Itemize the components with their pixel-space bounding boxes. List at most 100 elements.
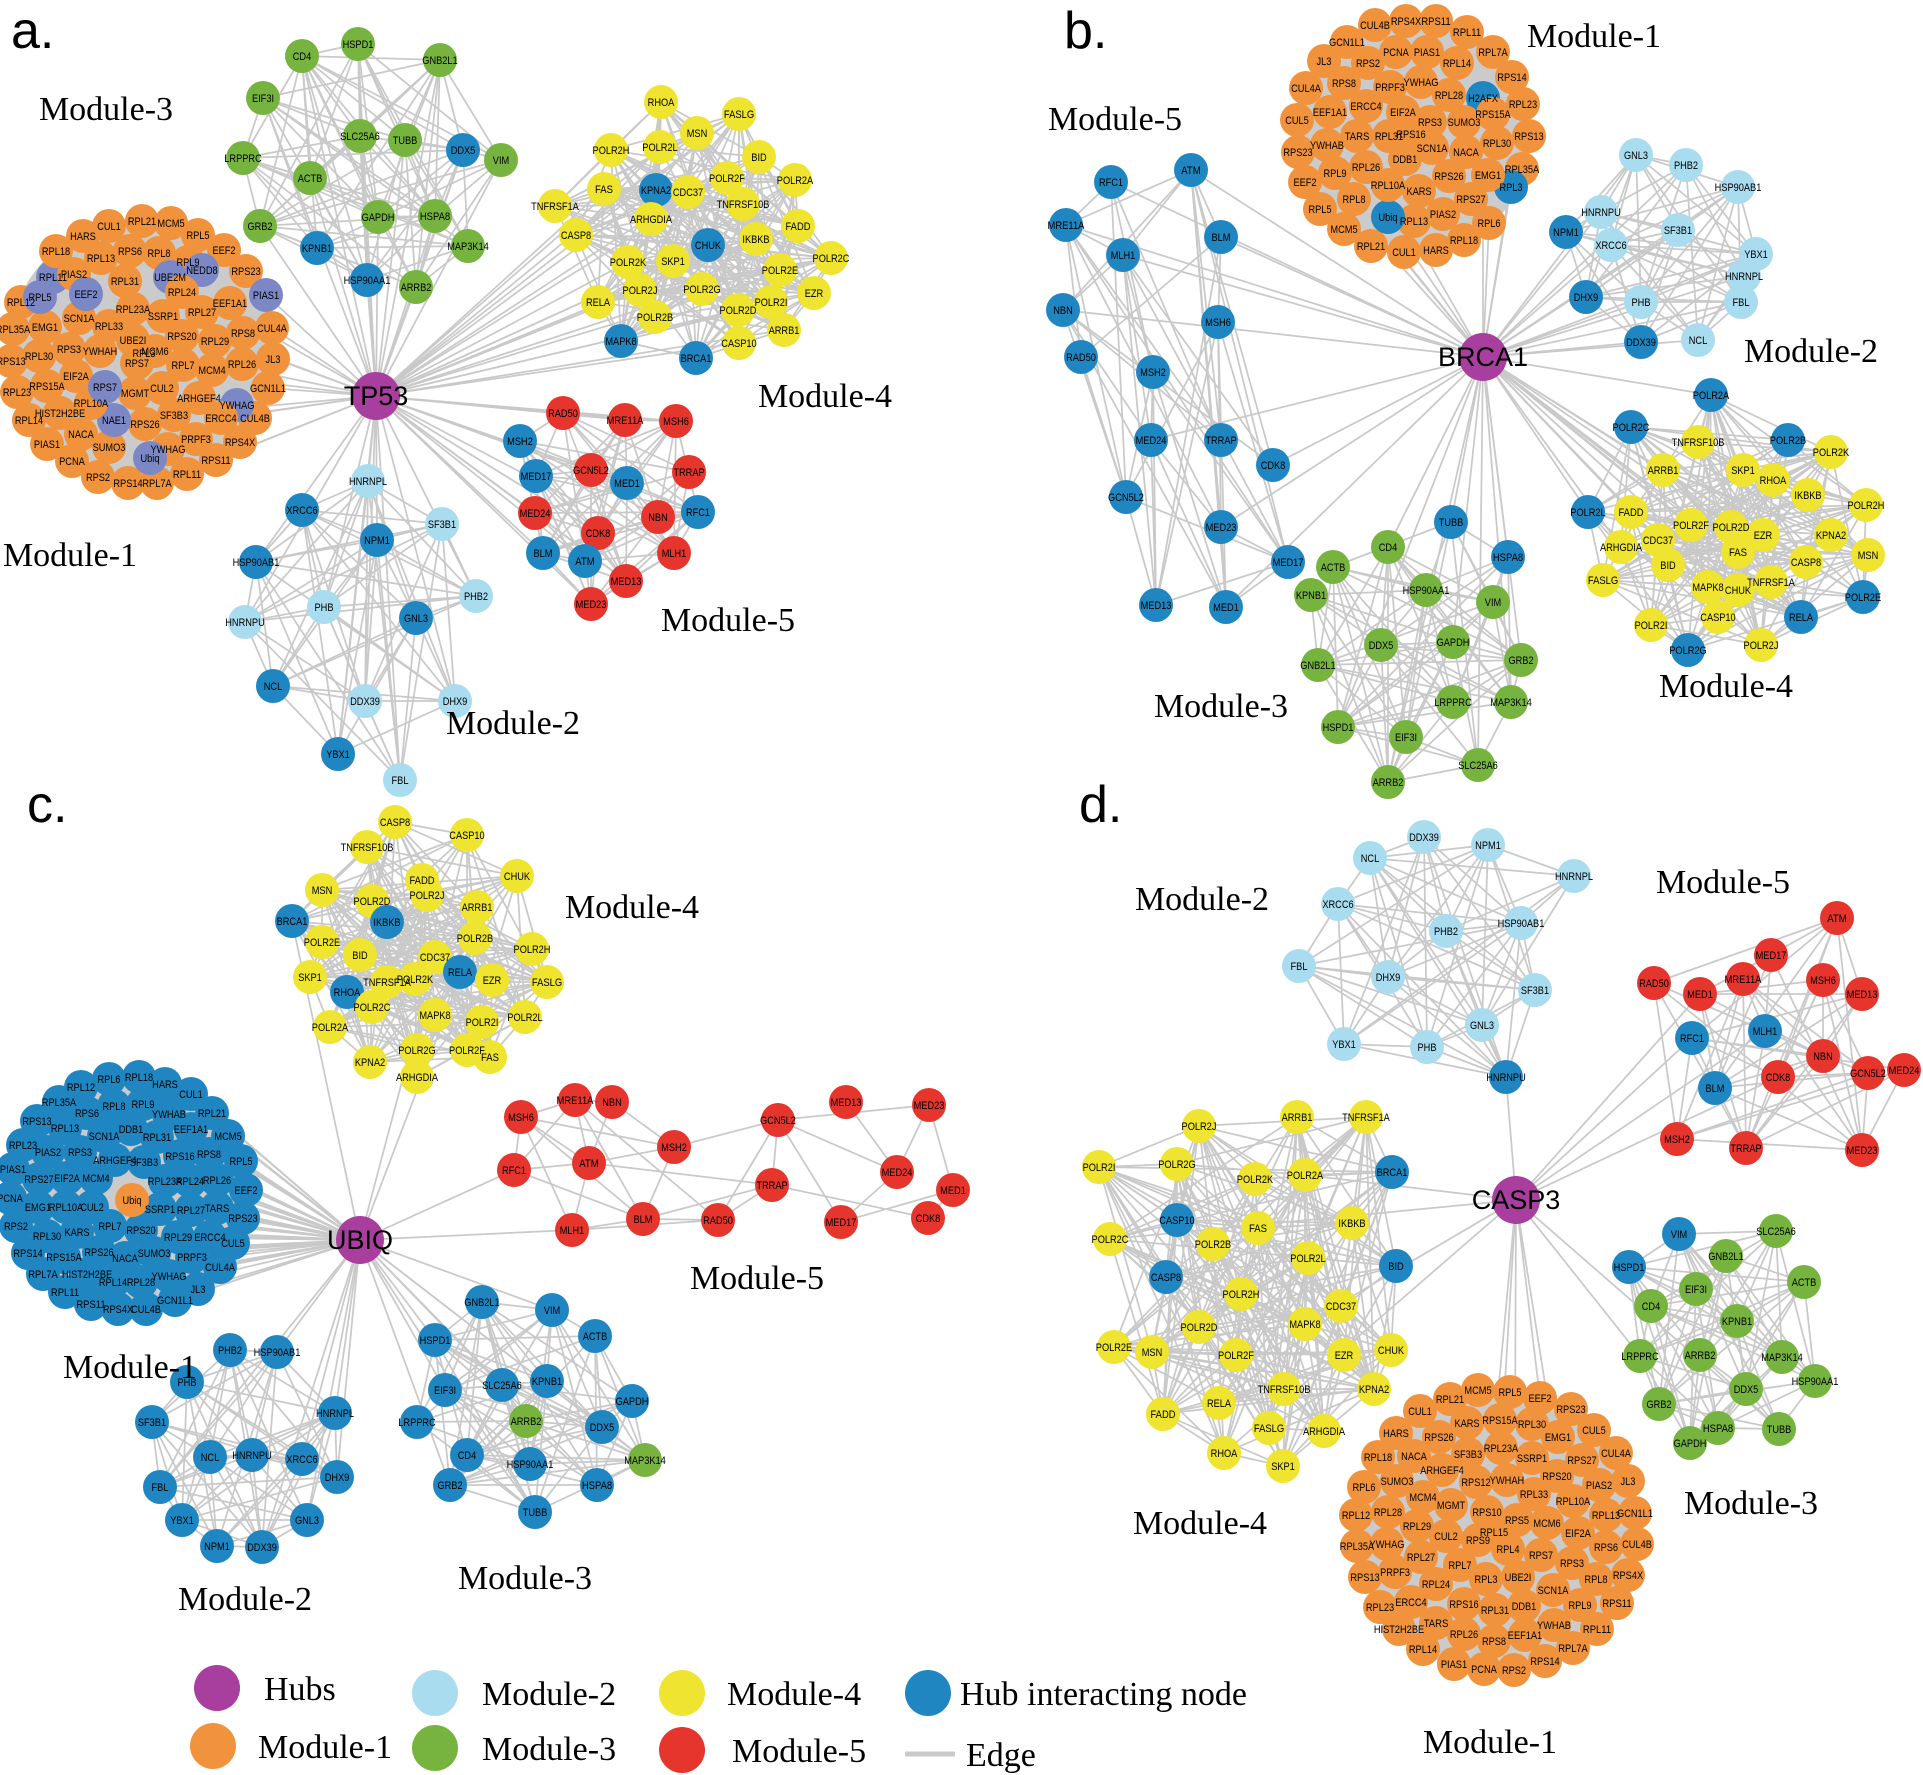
svg-text:RPS8: RPS8 <box>231 328 255 340</box>
svg-text:CUL1: CUL1 <box>1408 1406 1432 1418</box>
svg-text:GNB2L1: GNB2L1 <box>1708 1251 1743 1263</box>
svg-text:POLR2F: POLR2F <box>1218 1350 1254 1362</box>
svg-text:PIAS2: PIAS2 <box>61 269 87 281</box>
svg-text:RPS14: RPS14 <box>13 1248 42 1260</box>
svg-text:POLR2K: POLR2K <box>610 257 647 269</box>
svg-text:HNRNPL: HNRNPL <box>1555 871 1593 883</box>
svg-text:RFC1: RFC1 <box>686 507 710 519</box>
svg-text:EIF2A: EIF2A <box>54 1173 80 1185</box>
svg-text:RPL7: RPL7 <box>98 1221 121 1233</box>
svg-text:MED17: MED17 <box>826 1217 857 1229</box>
svg-text:HSPA8: HSPA8 <box>420 211 450 223</box>
svg-text:UBE2I: UBE2I <box>120 335 147 347</box>
svg-text:RPL8: RPL8 <box>1584 1574 1607 1586</box>
svg-text:FADD: FADD <box>1618 507 1643 519</box>
svg-text:ARHGDIA: ARHGDIA <box>1303 1426 1345 1438</box>
svg-text:POLR2G: POLR2G <box>1158 1159 1196 1171</box>
svg-text:RPL14: RPL14 <box>15 415 43 427</box>
svg-text:CASP8: CASP8 <box>380 817 410 829</box>
svg-text:RPS2: RPS2 <box>4 1221 28 1233</box>
svg-text:RPS13: RPS13 <box>0 356 26 368</box>
svg-text:KPNB1: KPNB1 <box>532 1376 562 1388</box>
svg-text:TNFRSF10B: TNFRSF10B <box>341 842 394 854</box>
svg-text:RPS2: RPS2 <box>86 472 110 484</box>
svg-text:POLR2K: POLR2K <box>397 974 434 986</box>
svg-text:VIM: VIM <box>1485 597 1501 609</box>
svg-text:ACTB: ACTB <box>1792 1277 1817 1289</box>
svg-text:POLR2C: POLR2C <box>1613 422 1650 434</box>
svg-text:RHOA: RHOA <box>648 97 675 109</box>
svg-text:KPNA2: KPNA2 <box>1359 1384 1389 1396</box>
svg-text:RPS13: RPS13 <box>22 1116 51 1128</box>
svg-text:HSP90AA1: HSP90AA1 <box>1792 1376 1839 1388</box>
svg-text:KPNB1: KPNB1 <box>302 243 332 255</box>
svg-text:RAD50: RAD50 <box>1639 978 1669 990</box>
svg-text:RPL31: RPL31 <box>111 276 139 288</box>
svg-text:SKP1: SKP1 <box>1271 1461 1295 1473</box>
svg-text:RPS23: RPS23 <box>231 266 260 278</box>
svg-text:RPL18: RPL18 <box>42 246 70 258</box>
svg-text:Module-1: Module-1 <box>3 537 137 574</box>
svg-text:POLR2H: POLR2H <box>593 145 630 157</box>
svg-text:NAE1: NAE1 <box>102 415 126 427</box>
svg-text:RPL12: RPL12 <box>1342 1510 1370 1522</box>
svg-text:SSRP1: SSRP1 <box>145 1204 175 1216</box>
svg-text:RPL11: RPL11 <box>1583 1624 1611 1636</box>
svg-text:RPL18: RPL18 <box>125 1072 153 1084</box>
svg-text:MSH2: MSH2 <box>1664 1134 1690 1146</box>
svg-text:MED13: MED13 <box>611 576 642 588</box>
svg-text:KARS: KARS <box>64 1227 89 1239</box>
svg-text:HIST2H2BE: HIST2H2BE <box>35 408 86 420</box>
svg-text:GCN1L1: GCN1L1 <box>1329 37 1365 49</box>
svg-text:MSH6: MSH6 <box>1810 975 1836 987</box>
svg-text:UBE2I: UBE2I <box>1505 1572 1532 1584</box>
svg-text:PIAS1: PIAS1 <box>1441 1659 1467 1671</box>
svg-text:MED13: MED13 <box>831 1097 862 1109</box>
svg-text:GAPDH: GAPDH <box>1437 637 1470 649</box>
svg-text:GRB2: GRB2 <box>437 1480 462 1492</box>
svg-text:RPL5: RPL5 <box>1308 204 1331 216</box>
svg-text:RPL3: RPL3 <box>1474 1574 1497 1586</box>
svg-text:SF3B1: SF3B1 <box>138 1417 166 1429</box>
svg-text:GCN1L1: GCN1L1 <box>157 1295 193 1307</box>
svg-text:GNL3: GNL3 <box>295 1515 319 1527</box>
svg-text:FADD: FADD <box>1150 1409 1175 1421</box>
svg-text:CASP8: CASP8 <box>1791 557 1821 569</box>
svg-text:ARHGEF4: ARHGEF4 <box>1420 1465 1464 1477</box>
svg-text:NPM1: NPM1 <box>204 1541 230 1553</box>
svg-text:CASP10: CASP10 <box>449 830 484 842</box>
svg-text:RPL11: RPL11 <box>39 272 67 284</box>
svg-text:RELA: RELA <box>586 297 610 309</box>
svg-text:RPL26: RPL26 <box>1352 162 1380 174</box>
svg-text:PHB2: PHB2 <box>464 591 488 603</box>
svg-text:Module-2: Module-2 <box>482 1676 616 1713</box>
svg-text:CHUK: CHUK <box>695 240 722 252</box>
svg-text:MSN: MSN <box>1142 1347 1163 1359</box>
svg-text:MED17: MED17 <box>521 471 552 483</box>
svg-text:POLR2I: POLR2I <box>1083 1162 1116 1174</box>
svg-text:RPL13: RPL13 <box>87 253 115 265</box>
svg-text:RPS2: RPS2 <box>1356 58 1380 70</box>
svg-text:ERCC4: ERCC4 <box>1395 1597 1426 1609</box>
svg-text:FASLG: FASLG <box>1254 1423 1284 1435</box>
svg-text:HNRNPU: HNRNPU <box>232 1450 272 1462</box>
svg-text:RPS8: RPS8 <box>1482 1636 1506 1648</box>
svg-text:NACA: NACA <box>1401 1451 1427 1463</box>
svg-text:MLH1: MLH1 <box>662 548 687 560</box>
svg-text:CHUK: CHUK <box>504 871 531 883</box>
svg-text:RPS23: RPS23 <box>228 1213 257 1225</box>
svg-text:CASP3: CASP3 <box>1472 1185 1561 1215</box>
svg-text:TARS: TARS <box>1424 1618 1449 1630</box>
svg-text:RELA: RELA <box>1207 1398 1231 1410</box>
svg-text:Ubiq: Ubiq <box>123 1195 142 1207</box>
svg-text:CUL4A: CUL4A <box>1291 83 1321 95</box>
svg-text:c.: c. <box>27 776 67 834</box>
svg-text:RPL23A: RPL23A <box>148 1176 183 1188</box>
svg-text:EEF2: EEF2 <box>1293 177 1316 189</box>
svg-text:PCNA: PCNA <box>1383 47 1409 59</box>
svg-text:NPM1: NPM1 <box>364 535 390 547</box>
svg-text:EEF1A1: EEF1A1 <box>1508 1630 1542 1642</box>
svg-text:HSPD1: HSPD1 <box>343 39 374 51</box>
svg-text:RPL35A: RPL35A <box>0 324 31 336</box>
svg-text:RPL30: RPL30 <box>33 1231 61 1243</box>
